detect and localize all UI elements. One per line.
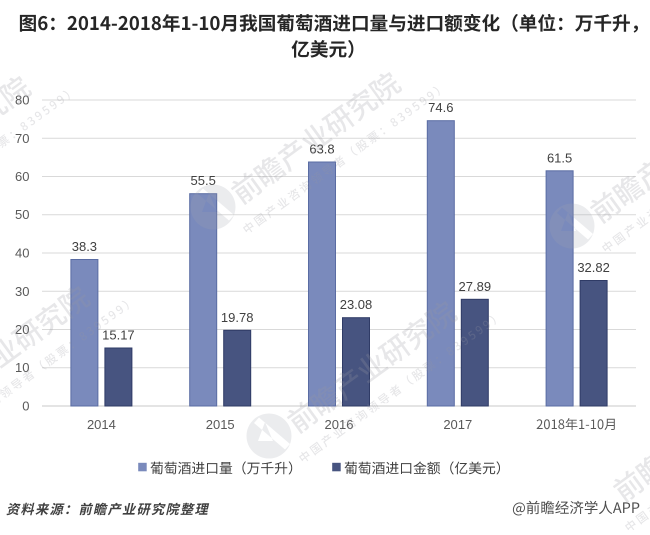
svg-text:19.78: 19.78 [221,310,254,325]
svg-text:10: 10 [15,360,29,375]
svg-text:15.17: 15.17 [102,328,135,343]
svg-text:32.82: 32.82 [577,260,610,275]
svg-text:2017: 2017 [443,417,472,432]
svg-text:2014: 2014 [87,417,116,432]
svg-text:60: 60 [15,169,29,184]
svg-text:2015: 2015 [206,417,235,432]
svg-text:55.5: 55.5 [191,173,216,188]
svg-text:74.6: 74.6 [428,100,453,115]
svg-text:2016: 2016 [325,417,354,432]
svg-text:63.8: 63.8 [309,142,334,157]
svg-text:40: 40 [15,246,29,261]
svg-text:23.08: 23.08 [340,297,373,312]
svg-text:30: 30 [15,284,29,299]
svg-text:0: 0 [22,399,29,414]
svg-text:50: 50 [15,207,29,222]
svg-text:20: 20 [15,322,29,337]
svg-text:27.89: 27.89 [459,279,492,294]
svg-text:38.3: 38.3 [72,239,97,254]
svg-text:61.5: 61.5 [547,150,572,165]
svg-text:70: 70 [15,131,29,146]
